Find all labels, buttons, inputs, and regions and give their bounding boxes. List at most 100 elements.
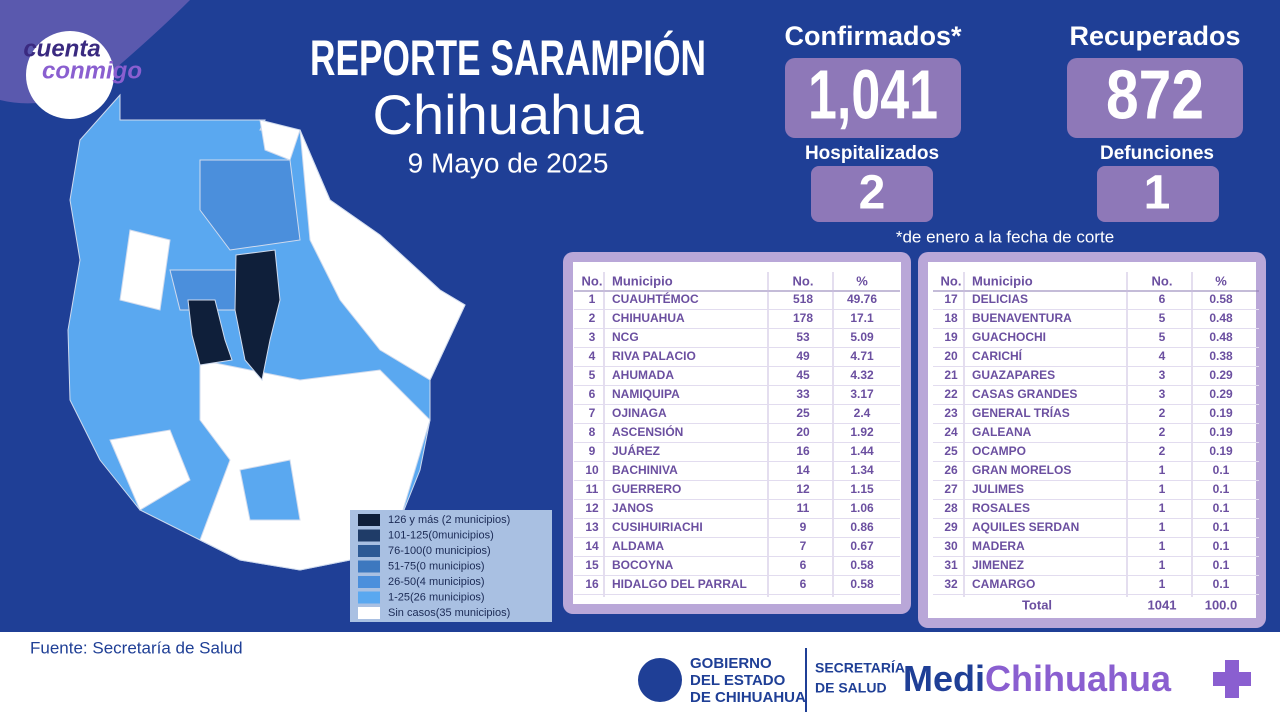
table-cell: 31 — [944, 558, 958, 572]
tables: No. Municipio No. %1 CUAUHTÉMOC 518 49.762 CHIH… — [574, 272, 1259, 612]
table-cell: 27 — [944, 482, 958, 496]
table-cell: JANOS — [612, 501, 653, 515]
table-cell: BACHINIVA — [612, 463, 678, 477]
legend-label: 101-125(0municipios) — [388, 529, 494, 541]
table-cell: 1 — [1159, 501, 1166, 515]
table-cell: 45 — [796, 368, 810, 382]
table-cell: 2 — [1159, 406, 1166, 420]
stat-label: Defunciones — [1100, 143, 1214, 164]
table-cell: 0.48 — [1209, 311, 1233, 325]
table-cell: 0.48 — [1209, 330, 1233, 344]
table-cell: 2.4 — [854, 406, 871, 420]
table-cell: 13 — [585, 520, 599, 534]
table-cell: 25 — [944, 444, 958, 458]
table-cell: MADERA — [972, 539, 1025, 553]
table-cell: CAMARGO — [972, 577, 1035, 591]
table-cell: 10 — [585, 463, 599, 477]
table-cell: 0.1 — [1213, 482, 1230, 496]
legend-label: 26-50(4 municipios) — [388, 576, 485, 588]
stat-value: 1,041 — [808, 55, 938, 133]
table-cell: 53 — [796, 330, 810, 344]
stat-value: 872 — [1106, 55, 1204, 133]
table-cell: CARICHÍ — [972, 348, 1023, 363]
legend-label: 76-100(0 municipios) — [388, 545, 491, 557]
table-cell: 3 — [589, 330, 596, 344]
column-header: No. — [941, 273, 962, 288]
medi-part: Chihuahua — [985, 658, 1172, 699]
table-cell: 0.1 — [1213, 558, 1230, 572]
secretaria-text: SECRETARÍA — [815, 660, 905, 676]
table-cell: OCAMPO — [972, 444, 1026, 458]
table-cell: 23 — [944, 406, 958, 420]
table-cell: 12 — [585, 501, 599, 515]
table-cell: 0.19 — [1209, 425, 1233, 439]
table-cell: 0.67 — [850, 539, 874, 553]
table-cell: 16 — [585, 577, 599, 591]
legend-swatch — [358, 607, 380, 619]
table-cell: 1 — [1159, 463, 1166, 477]
table-cell: 1 — [1159, 539, 1166, 553]
table-cell: 5 — [1159, 311, 1166, 325]
table-cell: 26 — [944, 463, 958, 477]
table-cell: 7 — [800, 539, 807, 553]
table-cell: 6 — [1159, 292, 1166, 306]
table-cell: AQUILES SERDAN — [972, 520, 1079, 534]
column-header: Municipio — [972, 273, 1033, 288]
table-cell: 30 — [944, 539, 958, 553]
table-cell: GUAZAPARES — [972, 368, 1055, 382]
table-cell: 9 — [589, 444, 596, 458]
medi-logo: MediChihuahua — [903, 658, 1172, 699]
gov-text: DE CHIHUAHUA — [690, 689, 806, 706]
table-cell: 0.86 — [850, 520, 874, 534]
table-cell: 518 — [793, 292, 813, 306]
table-cell: 4 — [1159, 349, 1166, 363]
table-cell: 49 — [796, 349, 810, 363]
table-cell: AHUMADA — [612, 368, 674, 382]
table-cell: GUERRERO — [612, 482, 681, 496]
table-cell: 24 — [944, 425, 958, 439]
stat-box — [1097, 166, 1219, 222]
table-cell: 14 — [796, 463, 810, 477]
table-cell: 0.1 — [1213, 577, 1230, 591]
table-cell: 1.06 — [850, 501, 874, 515]
table-cell: CUAUHTÉMOC — [612, 291, 699, 306]
table-cell: 2 — [589, 311, 596, 325]
table-cell: ALDAMA — [612, 539, 664, 553]
table-cell: JULIMES — [972, 482, 1024, 496]
table-cell: 15 — [585, 558, 599, 572]
table-cell: 5 — [1159, 330, 1166, 344]
table-cell: 11 — [797, 501, 810, 515]
table-cell: 17.1 — [850, 311, 874, 325]
total-cell: Total — [1022, 597, 1052, 612]
table-cell: 0.1 — [1213, 463, 1230, 477]
legend-label: Sin casos(35 municipios) — [388, 607, 510, 619]
legend-swatch — [358, 514, 380, 526]
stat-label: Confirmados* — [784, 21, 962, 51]
table-cell: ASCENSIÓN — [612, 424, 683, 439]
secretaria-text: DE SALUD — [815, 680, 887, 696]
table-cell: 1.34 — [850, 463, 874, 477]
table-cell: 0.29 — [1209, 387, 1233, 401]
table-cell: JIMENEZ — [972, 558, 1024, 572]
title: REPORTE SARAMPIÓN — [310, 30, 706, 86]
table-cell: 6 — [800, 577, 807, 591]
table-cell: 0.29 — [1209, 368, 1233, 382]
legend-swatch — [358, 591, 380, 604]
table-cell: 49.76 — [847, 292, 877, 306]
table-cell: 18 — [944, 311, 958, 325]
legend-label: 126 y más (2 municipios) — [388, 514, 510, 526]
table-cell: GENERAL TRÍAS — [972, 405, 1070, 420]
table-cell: 14 — [585, 539, 599, 553]
table-cell: 0.1 — [1213, 539, 1230, 553]
table-cell: 2 — [1159, 425, 1166, 439]
table-cell: DELICIAS — [972, 292, 1028, 306]
legend-swatch — [358, 545, 380, 557]
table-cell: 1 — [1159, 482, 1166, 496]
table-cell: ROSALES — [972, 501, 1030, 515]
table-cell: 6 — [589, 387, 596, 401]
stat-value: 1 — [1144, 167, 1171, 220]
medi-cross — [1213, 660, 1251, 698]
stat-label: Recuperados — [1069, 21, 1240, 51]
brand-circle — [26, 31, 114, 119]
